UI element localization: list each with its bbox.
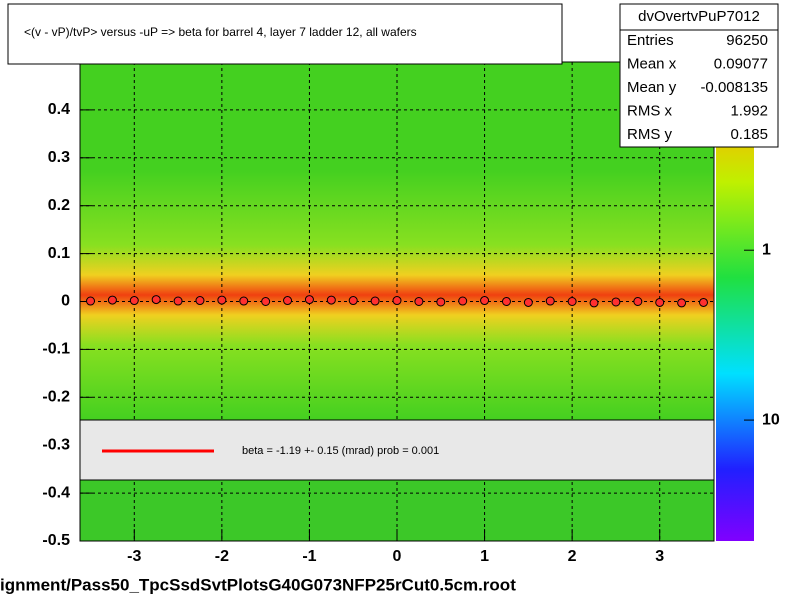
y-tick-label: 0.3 — [48, 149, 70, 166]
profile-point — [677, 298, 687, 308]
profile-point — [217, 295, 227, 305]
profile-point — [611, 297, 621, 307]
y-tick-label: -0.4 — [42, 484, 70, 501]
profile-point — [523, 297, 533, 307]
profile-point — [195, 296, 205, 306]
profile-point — [392, 296, 402, 306]
stats-value: 0.185 — [730, 126, 768, 143]
stats-title: dvOvertvPuP7012 — [638, 8, 760, 25]
y-tick-label: -0.2 — [42, 389, 70, 406]
z-tick-label: 1 — [762, 241, 771, 258]
profile-point — [283, 296, 293, 306]
profile-point — [304, 295, 314, 305]
footer: ignment/Pass50_TpcSsdSvtPlotsG40G073NFP2… — [0, 575, 516, 594]
fit-label: beta = -1.19 +- 0.15 (mrad) prob = 0.001 — [242, 445, 439, 457]
stats-value: -0.008135 — [700, 79, 768, 96]
histogram-band — [80, 170, 714, 420]
y-tick-label: -0.5 — [42, 532, 70, 549]
profile-point — [414, 297, 424, 306]
profile-point — [655, 297, 665, 307]
profile-point — [633, 297, 643, 306]
stats-value: 0.09077 — [714, 55, 768, 72]
stats-label: RMS y — [627, 126, 673, 143]
y-tick-label: -0.1 — [42, 341, 70, 358]
profile-point — [107, 295, 117, 305]
x-tick-label: -2 — [215, 548, 229, 565]
profile-point — [480, 296, 490, 306]
chart-title: <(v - vP)/tvP> versus -uP => beta for ba… — [24, 25, 417, 39]
z-tick-label: 10 — [762, 411, 780, 428]
profile-point — [567, 297, 577, 306]
profile-point — [545, 296, 555, 306]
y-tick-label: 0.4 — [48, 101, 70, 118]
stats-label: RMS x — [627, 102, 673, 119]
stats-box — [619, 3, 779, 148]
x-tick-label: -3 — [127, 548, 141, 565]
x-tick-label: 0 — [393, 548, 402, 565]
stats-label: Mean x — [627, 55, 677, 72]
profile-point — [239, 296, 249, 306]
title-box — [7, 3, 563, 65]
y-tick-label: -0.3 — [42, 436, 70, 453]
profile-point — [348, 296, 358, 306]
profile-point — [436, 297, 446, 307]
y-tick-label: 0.1 — [48, 245, 70, 262]
x-tick-label: 2 — [568, 548, 577, 565]
profile-point — [129, 296, 139, 306]
profile-point — [589, 298, 599, 308]
profile-point — [458, 296, 468, 306]
x-tick-label: -1 — [302, 548, 316, 565]
profile-point — [501, 297, 511, 306]
profile-point — [151, 295, 161, 305]
stats-value: 96250 — [726, 32, 768, 49]
profile-point — [698, 297, 708, 307]
profile-point — [86, 296, 96, 306]
x-tick-label: 1 — [480, 548, 489, 565]
y-tick-label: 0 — [61, 293, 70, 310]
y-tick-label: 0.2 — [48, 197, 70, 214]
stats-label: Entries — [627, 32, 674, 49]
stats-label: Mean y — [627, 79, 677, 96]
profile-point — [173, 296, 183, 306]
stats-value: 1.992 — [730, 102, 768, 119]
profile-point — [326, 295, 336, 305]
profile-point — [370, 296, 380, 306]
profile-point — [261, 297, 271, 306]
x-tick-label: 3 — [655, 548, 664, 565]
